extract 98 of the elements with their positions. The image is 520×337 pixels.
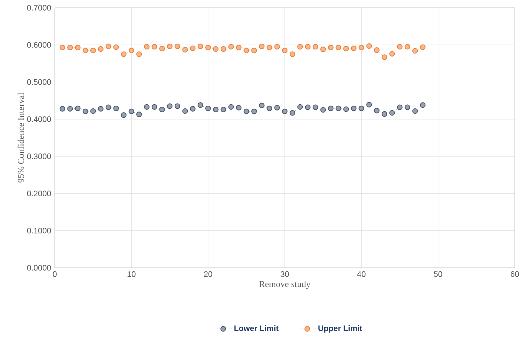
point xyxy=(144,44,150,50)
point xyxy=(320,107,326,113)
point xyxy=(259,102,265,108)
point xyxy=(174,44,180,50)
point xyxy=(412,108,418,114)
point xyxy=(274,44,280,50)
point xyxy=(98,106,104,112)
point xyxy=(420,102,426,108)
point xyxy=(312,44,318,50)
point xyxy=(167,104,173,110)
point xyxy=(182,47,188,53)
point xyxy=(213,106,219,113)
point xyxy=(75,44,81,51)
point xyxy=(266,106,272,112)
point xyxy=(358,44,364,51)
point xyxy=(98,46,104,52)
point xyxy=(404,44,410,50)
point xyxy=(220,46,226,52)
point xyxy=(298,44,304,50)
point xyxy=(382,111,388,118)
point xyxy=(282,48,288,54)
point xyxy=(252,48,258,54)
point xyxy=(244,108,250,114)
point xyxy=(390,110,396,116)
point xyxy=(152,104,158,110)
point xyxy=(328,106,334,112)
point xyxy=(190,46,196,52)
point xyxy=(274,105,280,111)
point xyxy=(404,104,410,110)
point xyxy=(420,44,426,50)
point xyxy=(82,108,88,114)
point xyxy=(358,106,364,112)
point xyxy=(397,104,403,110)
point xyxy=(68,106,74,112)
point xyxy=(114,106,120,112)
point xyxy=(128,108,134,114)
point xyxy=(182,108,188,114)
point xyxy=(68,44,74,51)
point xyxy=(198,44,204,50)
point xyxy=(382,54,388,60)
point xyxy=(128,48,134,54)
point xyxy=(305,44,311,50)
point xyxy=(259,44,265,50)
point xyxy=(244,48,250,54)
point xyxy=(167,44,173,50)
point xyxy=(328,44,334,51)
point xyxy=(90,108,96,114)
point xyxy=(336,106,342,112)
point xyxy=(220,106,226,113)
point xyxy=(206,44,212,51)
point xyxy=(121,52,127,58)
point xyxy=(282,108,288,114)
point xyxy=(374,48,380,54)
point xyxy=(213,46,219,52)
point xyxy=(174,104,180,110)
point xyxy=(121,112,127,118)
point xyxy=(236,44,242,51)
point xyxy=(82,48,88,54)
point xyxy=(60,106,66,112)
point xyxy=(390,51,396,57)
point xyxy=(397,44,403,50)
y-axis-title: 95% Confidence Interval xyxy=(18,93,24,183)
point xyxy=(136,112,142,118)
point xyxy=(106,104,112,110)
point xyxy=(236,105,242,111)
point xyxy=(266,44,272,51)
point xyxy=(351,46,357,52)
point xyxy=(152,44,158,50)
point xyxy=(344,106,350,112)
point xyxy=(351,106,357,112)
point xyxy=(160,46,166,52)
point xyxy=(374,108,380,114)
point xyxy=(290,110,296,116)
point xyxy=(106,44,112,50)
point xyxy=(190,106,196,112)
point xyxy=(298,104,304,110)
point xyxy=(160,106,166,113)
point xyxy=(228,104,234,110)
point xyxy=(198,102,204,108)
point xyxy=(290,52,296,58)
point xyxy=(412,48,418,54)
point xyxy=(206,106,212,112)
point xyxy=(90,48,96,54)
point xyxy=(136,52,142,58)
point xyxy=(228,44,234,50)
point xyxy=(252,108,258,114)
point xyxy=(366,43,372,50)
point xyxy=(320,46,326,52)
point xyxy=(336,44,342,51)
point xyxy=(305,104,311,110)
x-axis-title: Remove study xyxy=(259,281,311,290)
point xyxy=(60,44,66,51)
point xyxy=(75,106,81,112)
point xyxy=(344,46,350,52)
point xyxy=(312,104,318,110)
point xyxy=(144,104,150,110)
point xyxy=(366,102,372,108)
point xyxy=(114,44,120,50)
